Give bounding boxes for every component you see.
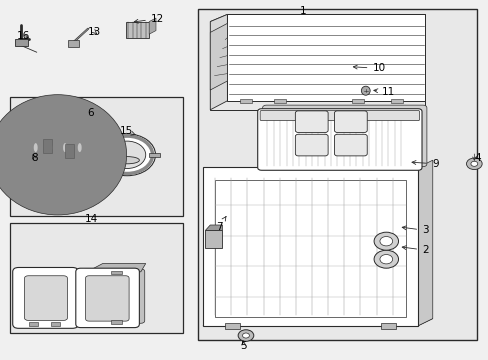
Bar bbox=[351, 99, 364, 103]
Text: 12: 12 bbox=[134, 14, 164, 24]
Bar bbox=[43, 139, 52, 153]
Circle shape bbox=[99, 134, 155, 176]
Ellipse shape bbox=[12, 115, 103, 195]
Circle shape bbox=[373, 250, 398, 268]
Polygon shape bbox=[205, 225, 222, 230]
Bar bbox=[215, 180, 405, 317]
Text: 5: 5 bbox=[240, 341, 246, 351]
Ellipse shape bbox=[34, 143, 38, 152]
Bar bbox=[224, 323, 239, 329]
Ellipse shape bbox=[78, 143, 81, 152]
FancyBboxPatch shape bbox=[83, 269, 144, 323]
Polygon shape bbox=[210, 14, 227, 110]
Bar bbox=[68, 40, 79, 47]
FancyBboxPatch shape bbox=[85, 276, 129, 321]
Text: 3: 3 bbox=[402, 225, 428, 235]
Circle shape bbox=[242, 333, 249, 338]
Text: 4: 4 bbox=[474, 153, 481, 163]
Polygon shape bbox=[210, 23, 227, 90]
Polygon shape bbox=[417, 160, 432, 326]
Circle shape bbox=[238, 330, 253, 341]
Bar bbox=[381, 323, 395, 329]
Polygon shape bbox=[205, 230, 222, 248]
Ellipse shape bbox=[115, 157, 139, 164]
Bar bbox=[87, 149, 96, 160]
Bar bbox=[111, 271, 122, 274]
Text: 9: 9 bbox=[411, 159, 438, 169]
Bar bbox=[273, 99, 285, 103]
Bar bbox=[10, 97, 183, 216]
Text: 2: 2 bbox=[402, 245, 428, 255]
Text: 14: 14 bbox=[84, 213, 98, 224]
Bar bbox=[239, 99, 251, 103]
Polygon shape bbox=[210, 22, 425, 110]
FancyBboxPatch shape bbox=[295, 111, 327, 132]
Ellipse shape bbox=[18, 120, 97, 190]
Bar bbox=[51, 322, 60, 326]
Bar bbox=[29, 322, 38, 326]
Polygon shape bbox=[149, 18, 156, 34]
Circle shape bbox=[108, 141, 145, 168]
Text: 1: 1 bbox=[299, 6, 306, 16]
Bar bbox=[10, 223, 183, 333]
Circle shape bbox=[466, 158, 481, 170]
Bar bbox=[15, 39, 28, 46]
Polygon shape bbox=[87, 264, 145, 272]
FancyBboxPatch shape bbox=[76, 268, 139, 328]
Ellipse shape bbox=[48, 143, 52, 152]
FancyBboxPatch shape bbox=[334, 134, 366, 156]
Polygon shape bbox=[203, 319, 432, 326]
Circle shape bbox=[379, 237, 392, 246]
FancyBboxPatch shape bbox=[260, 111, 419, 121]
Circle shape bbox=[373, 232, 398, 250]
Text: 7: 7 bbox=[215, 217, 225, 232]
FancyBboxPatch shape bbox=[24, 276, 67, 320]
FancyBboxPatch shape bbox=[295, 134, 327, 156]
Text: 16: 16 bbox=[16, 31, 30, 41]
Circle shape bbox=[379, 255, 392, 264]
Text: 8: 8 bbox=[31, 153, 38, 163]
Ellipse shape bbox=[0, 100, 121, 210]
Bar bbox=[125, 22, 149, 38]
FancyBboxPatch shape bbox=[13, 267, 78, 328]
Ellipse shape bbox=[63, 143, 67, 152]
Bar bbox=[198, 9, 476, 340]
Polygon shape bbox=[227, 14, 425, 101]
Text: 15: 15 bbox=[119, 126, 135, 136]
Polygon shape bbox=[210, 14, 425, 22]
Text: 6: 6 bbox=[87, 108, 94, 118]
Bar bbox=[65, 144, 74, 158]
Text: 11: 11 bbox=[373, 87, 395, 97]
Bar bbox=[149, 153, 160, 157]
Text: 10: 10 bbox=[353, 63, 385, 73]
Text: 13: 13 bbox=[87, 27, 101, 37]
FancyBboxPatch shape bbox=[334, 111, 366, 132]
Ellipse shape bbox=[36, 135, 80, 175]
FancyBboxPatch shape bbox=[262, 105, 426, 167]
Ellipse shape bbox=[30, 130, 85, 180]
Circle shape bbox=[470, 161, 477, 166]
FancyBboxPatch shape bbox=[257, 109, 421, 170]
Ellipse shape bbox=[6, 110, 109, 200]
Bar bbox=[390, 99, 403, 103]
Ellipse shape bbox=[0, 105, 115, 205]
Polygon shape bbox=[203, 167, 417, 326]
Ellipse shape bbox=[24, 125, 91, 185]
Ellipse shape bbox=[361, 86, 369, 95]
Ellipse shape bbox=[0, 95, 126, 215]
Bar bbox=[111, 320, 122, 324]
